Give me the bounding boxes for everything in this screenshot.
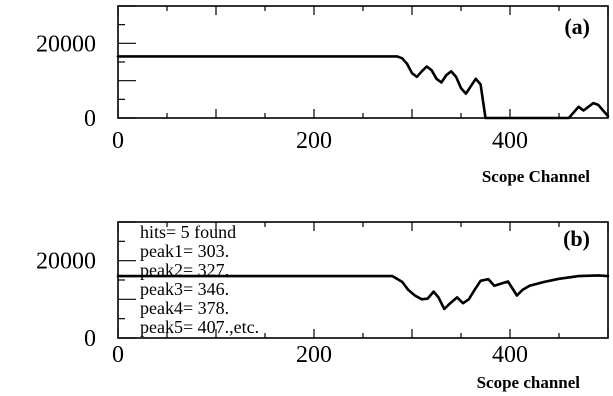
panel-b-label: (b) [563, 226, 590, 251]
panel-b-x-axis-title: Scope channel [477, 373, 581, 392]
panel-b-annotation: peak5= 407.,etc. [140, 317, 259, 337]
panel-a-label: (a) [564, 14, 590, 39]
panel-a-x-axis-title: Scope Channel [482, 167, 590, 186]
panel-b-x-tick-label: 200 [296, 342, 332, 368]
panel-a-x-tick-label: 0 [112, 128, 124, 154]
panel-a-x-tick-label: 200 [296, 128, 332, 154]
panel-b-x-tick-label: 0 [112, 342, 124, 368]
panel-b-series-line [116, 274, 610, 311]
panel-b-annotation: peak1= 303. [140, 241, 229, 261]
panel-b-x-tick-label: 400 [492, 342, 528, 368]
panel-a-series-line [116, 55, 610, 120]
panel-a-y-tick-label: 0 [84, 106, 96, 132]
panel-b-annotation: peak3= 346. [140, 279, 229, 299]
panel-a-plot-frame [117, 5, 609, 119]
panel-b-y-tick-label: 0 [84, 326, 96, 352]
panel-a-x-tick-label: 400 [492, 128, 528, 154]
panel-a-y-tick-label: 20000 [36, 31, 96, 57]
panel-b-y-tick-label: 20000 [36, 249, 96, 275]
panel-b-annotation: peak2= 327. [140, 260, 229, 280]
panel-b-annotation: hits= 5 found [140, 222, 236, 242]
panel-b-annotation: peak4= 378. [140, 298, 229, 318]
